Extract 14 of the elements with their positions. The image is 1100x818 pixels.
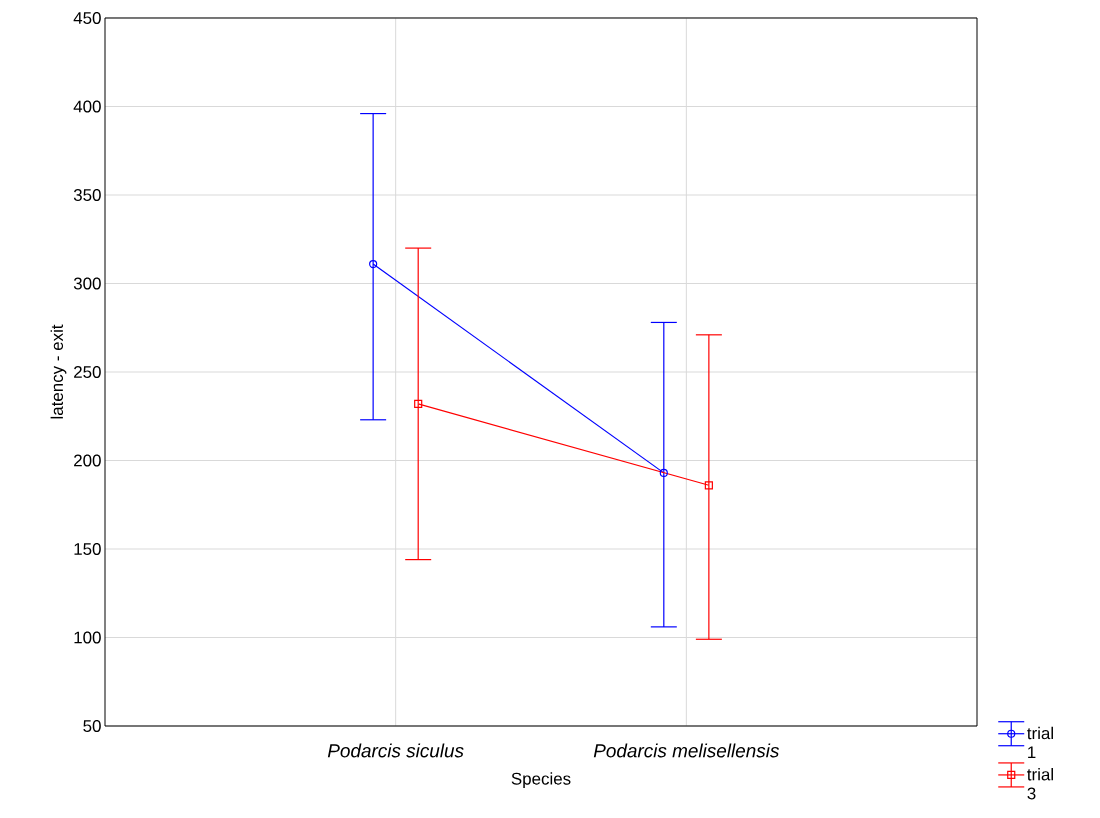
y-tick-label: 350: [73, 189, 101, 201]
x-axis-title: Species: [511, 772, 571, 789]
x-tick-label: Podarcis siculus: [327, 743, 464, 758]
y-tick-label: 400: [73, 100, 101, 113]
y-tick-label: 100: [74, 631, 101, 644]
y-tick-label: 150: [74, 543, 101, 555]
y-tick-label: 300: [73, 277, 101, 290]
y-axis-title: latency - exit: [50, 324, 67, 419]
y-tick-label: 250: [74, 366, 101, 378]
y-tick-label: 50: [83, 720, 101, 732]
y-tick-label: 200: [74, 454, 101, 467]
y-tick-label: 450: [73, 12, 101, 24]
legend-label: trial 3: [1027, 768, 1053, 800]
x-tick-label: Podarcis melisellensis: [593, 743, 779, 758]
